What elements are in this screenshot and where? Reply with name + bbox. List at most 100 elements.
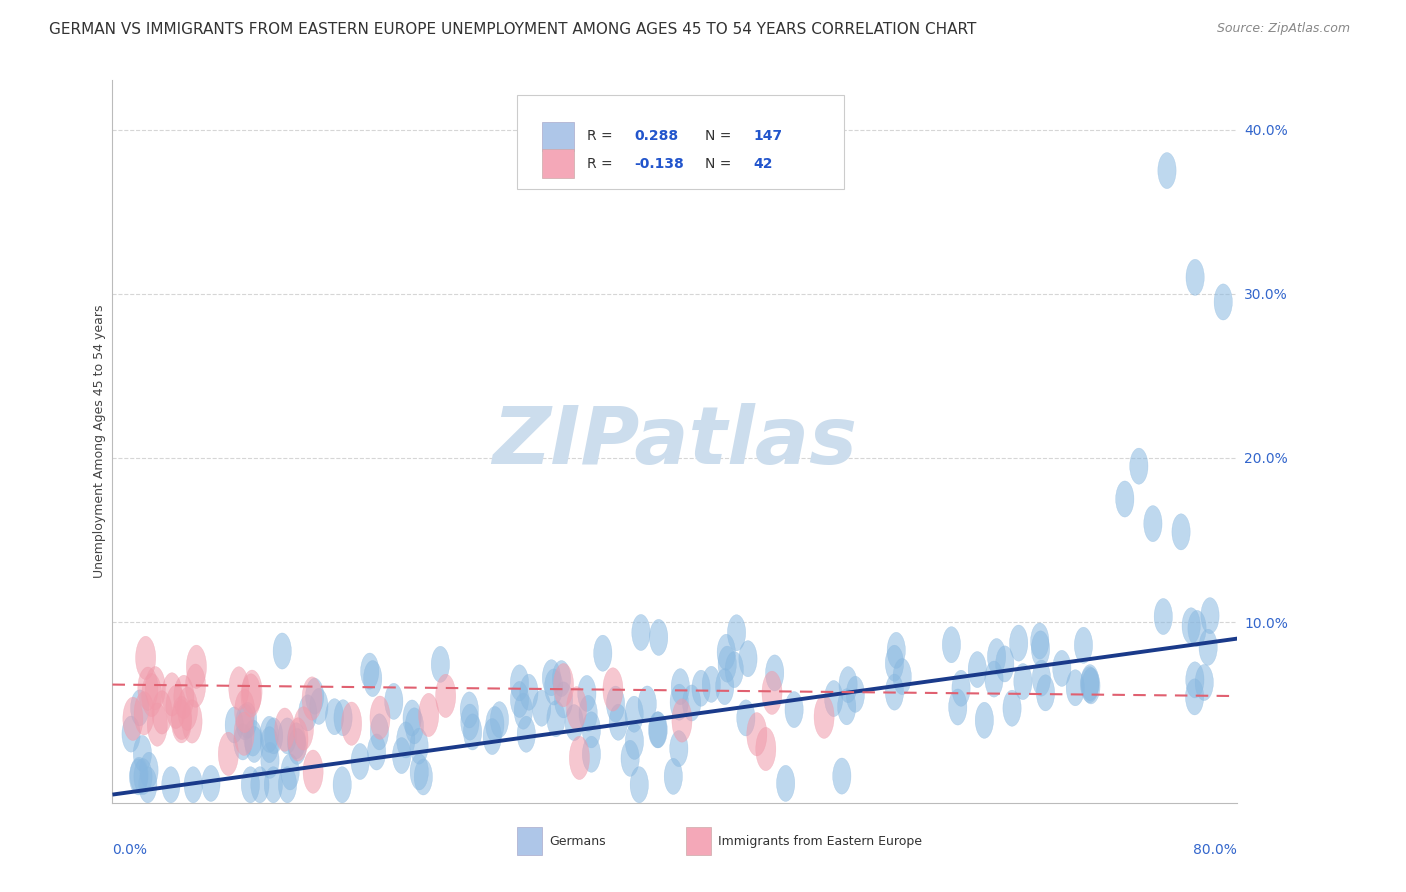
Ellipse shape <box>243 720 262 756</box>
Ellipse shape <box>626 723 644 759</box>
Ellipse shape <box>942 627 960 663</box>
Ellipse shape <box>893 658 911 695</box>
Text: -0.138: -0.138 <box>634 157 685 171</box>
Ellipse shape <box>152 690 172 734</box>
Text: Source: ZipAtlas.com: Source: ZipAtlas.com <box>1216 22 1350 36</box>
Ellipse shape <box>510 665 529 701</box>
Ellipse shape <box>250 767 269 803</box>
Ellipse shape <box>520 674 538 710</box>
Bar <box>543 150 574 178</box>
Ellipse shape <box>630 767 648 803</box>
Ellipse shape <box>1195 665 1213 700</box>
Bar <box>686 828 711 855</box>
Ellipse shape <box>762 671 782 714</box>
Ellipse shape <box>122 698 143 740</box>
Text: 147: 147 <box>754 129 783 143</box>
Ellipse shape <box>218 732 239 775</box>
Ellipse shape <box>718 646 737 682</box>
Ellipse shape <box>239 702 257 739</box>
Ellipse shape <box>131 690 149 726</box>
Ellipse shape <box>756 727 776 771</box>
Ellipse shape <box>294 706 314 750</box>
Ellipse shape <box>582 736 600 772</box>
Ellipse shape <box>305 678 323 714</box>
Ellipse shape <box>515 693 533 729</box>
Ellipse shape <box>242 670 262 714</box>
Ellipse shape <box>325 698 343 735</box>
Ellipse shape <box>672 698 692 742</box>
Ellipse shape <box>172 697 191 739</box>
Ellipse shape <box>785 691 803 728</box>
Ellipse shape <box>949 689 967 725</box>
Ellipse shape <box>333 699 352 736</box>
Ellipse shape <box>134 758 152 795</box>
Ellipse shape <box>129 759 148 795</box>
Ellipse shape <box>976 702 994 739</box>
Ellipse shape <box>839 666 858 703</box>
Ellipse shape <box>671 669 689 705</box>
Ellipse shape <box>184 767 202 803</box>
Ellipse shape <box>233 712 254 756</box>
Ellipse shape <box>229 666 249 710</box>
Ellipse shape <box>491 702 509 738</box>
Text: R =: R = <box>588 157 617 171</box>
Ellipse shape <box>1215 284 1232 320</box>
Ellipse shape <box>606 686 624 723</box>
Ellipse shape <box>139 752 157 789</box>
Ellipse shape <box>578 675 596 712</box>
Ellipse shape <box>360 653 378 690</box>
Ellipse shape <box>177 687 198 731</box>
Ellipse shape <box>235 690 254 732</box>
Ellipse shape <box>364 660 382 697</box>
Ellipse shape <box>142 673 162 717</box>
Ellipse shape <box>240 673 262 717</box>
Ellipse shape <box>236 704 254 740</box>
Ellipse shape <box>370 714 388 750</box>
Ellipse shape <box>638 686 657 722</box>
Ellipse shape <box>692 670 710 706</box>
Ellipse shape <box>139 767 157 803</box>
Ellipse shape <box>814 695 834 739</box>
Ellipse shape <box>1182 607 1201 644</box>
Ellipse shape <box>367 734 385 770</box>
Ellipse shape <box>288 718 308 761</box>
FancyBboxPatch shape <box>517 95 844 189</box>
Ellipse shape <box>298 695 316 731</box>
Ellipse shape <box>543 660 561 696</box>
Ellipse shape <box>1159 153 1175 188</box>
Ellipse shape <box>135 636 156 680</box>
Ellipse shape <box>565 705 583 740</box>
Ellipse shape <box>304 750 323 793</box>
Ellipse shape <box>846 676 865 713</box>
Ellipse shape <box>1032 631 1050 667</box>
Ellipse shape <box>260 727 278 763</box>
Ellipse shape <box>1032 660 1050 696</box>
Ellipse shape <box>264 718 283 754</box>
Text: 0.288: 0.288 <box>634 129 679 143</box>
Ellipse shape <box>1066 670 1084 706</box>
Ellipse shape <box>1081 665 1099 701</box>
Ellipse shape <box>1187 260 1204 295</box>
Ellipse shape <box>464 714 482 750</box>
Ellipse shape <box>593 635 612 672</box>
Ellipse shape <box>392 738 411 773</box>
Ellipse shape <box>1053 650 1071 687</box>
Ellipse shape <box>727 615 745 651</box>
Ellipse shape <box>510 681 529 717</box>
Ellipse shape <box>396 722 415 758</box>
Text: 42: 42 <box>754 157 773 171</box>
Ellipse shape <box>134 735 152 772</box>
Ellipse shape <box>824 681 842 716</box>
Bar <box>517 828 543 855</box>
Ellipse shape <box>1201 598 1219 633</box>
Ellipse shape <box>1081 668 1099 704</box>
Ellipse shape <box>162 767 180 803</box>
Ellipse shape <box>352 743 370 780</box>
Ellipse shape <box>603 668 623 711</box>
Ellipse shape <box>987 639 1005 674</box>
Ellipse shape <box>553 660 571 697</box>
Ellipse shape <box>233 723 252 760</box>
Text: 0.0%: 0.0% <box>112 843 148 856</box>
Ellipse shape <box>166 685 186 729</box>
Ellipse shape <box>737 700 755 736</box>
